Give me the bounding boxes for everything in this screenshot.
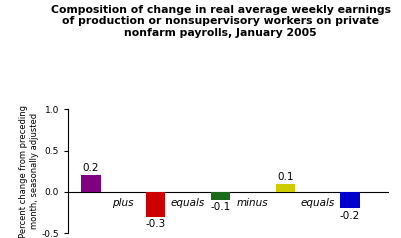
Text: equals: equals: [171, 198, 205, 208]
Text: plus: plus: [113, 198, 134, 208]
Text: -0.2: -0.2: [340, 211, 360, 221]
Text: -0.3: -0.3: [146, 219, 166, 229]
Bar: [275, 184, 295, 192]
Text: 0.2: 0.2: [83, 164, 99, 174]
Bar: [340, 192, 360, 208]
Text: minus: minus: [237, 198, 269, 208]
Text: -0.1: -0.1: [211, 202, 231, 212]
Bar: [211, 192, 230, 200]
Bar: [146, 192, 165, 217]
Text: 0.1: 0.1: [277, 172, 294, 182]
Text: Composition of change in real average weekly earnings
of production or nonsuperv: Composition of change in real average we…: [51, 5, 391, 38]
Y-axis label: Percent change from preceding
month, seasonally adjusted: Percent change from preceding month, sea…: [18, 105, 39, 238]
Text: equals: equals: [301, 198, 335, 208]
Bar: [81, 175, 101, 192]
